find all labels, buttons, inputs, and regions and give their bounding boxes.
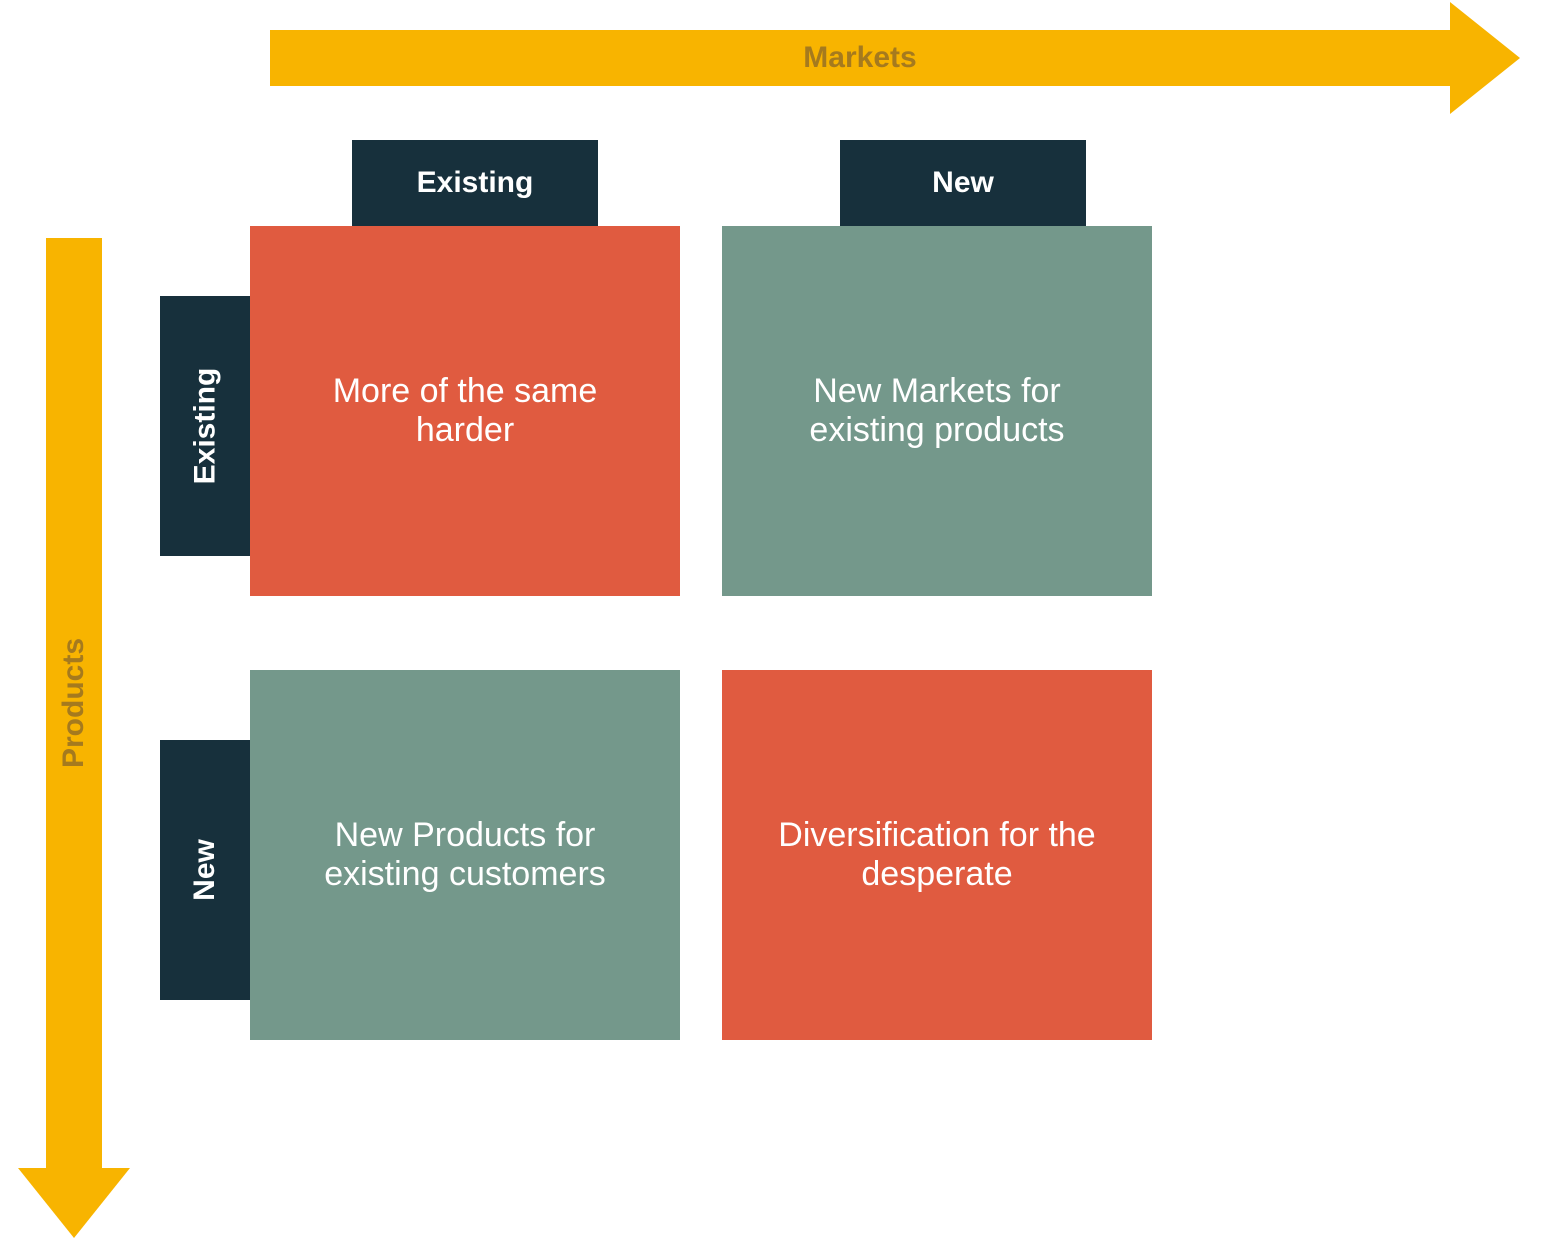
row-header-existing: Existing <box>160 296 250 556</box>
quadrant-new-markets-existing-products: New Markets for existing products <box>722 226 1152 596</box>
products-axis-arrow: Products <box>46 238 102 1168</box>
column-header-existing: Existing <box>352 140 598 226</box>
quadrant-tr-label: New Markets for existing products <box>762 372 1112 450</box>
quadrant-bl-label: New Products for existing customers <box>290 816 640 894</box>
row-header-new-label: New <box>188 839 222 901</box>
markets-axis-label: Markets <box>803 41 916 75</box>
products-axis-arrowhead-icon <box>18 1168 130 1238</box>
quadrant-existing-markets-existing-products: More of the same harder <box>250 226 680 596</box>
row-header-new: New <box>160 740 250 1000</box>
column-header-new-label: New <box>932 166 994 200</box>
quadrant-new-markets-new-products: Diversification for the desperate <box>722 670 1152 1040</box>
ansoff-matrix-diagram: Markets Products Existing New More of th… <box>0 0 1548 1258</box>
column-header-new: New <box>840 140 1086 226</box>
column-header-existing-label: Existing <box>417 166 534 200</box>
markets-axis-arrowhead-icon <box>1450 2 1520 114</box>
quadrant-tl-label: More of the same harder <box>290 372 640 450</box>
markets-axis-arrow: Markets <box>270 30 1450 86</box>
quadrant-existing-markets-new-products: New Products for existing customers <box>250 670 680 1040</box>
row-header-existing-label: Existing <box>188 368 222 485</box>
quadrant-br-label: Diversification for the desperate <box>762 816 1112 894</box>
products-axis-label: Products <box>57 638 91 768</box>
